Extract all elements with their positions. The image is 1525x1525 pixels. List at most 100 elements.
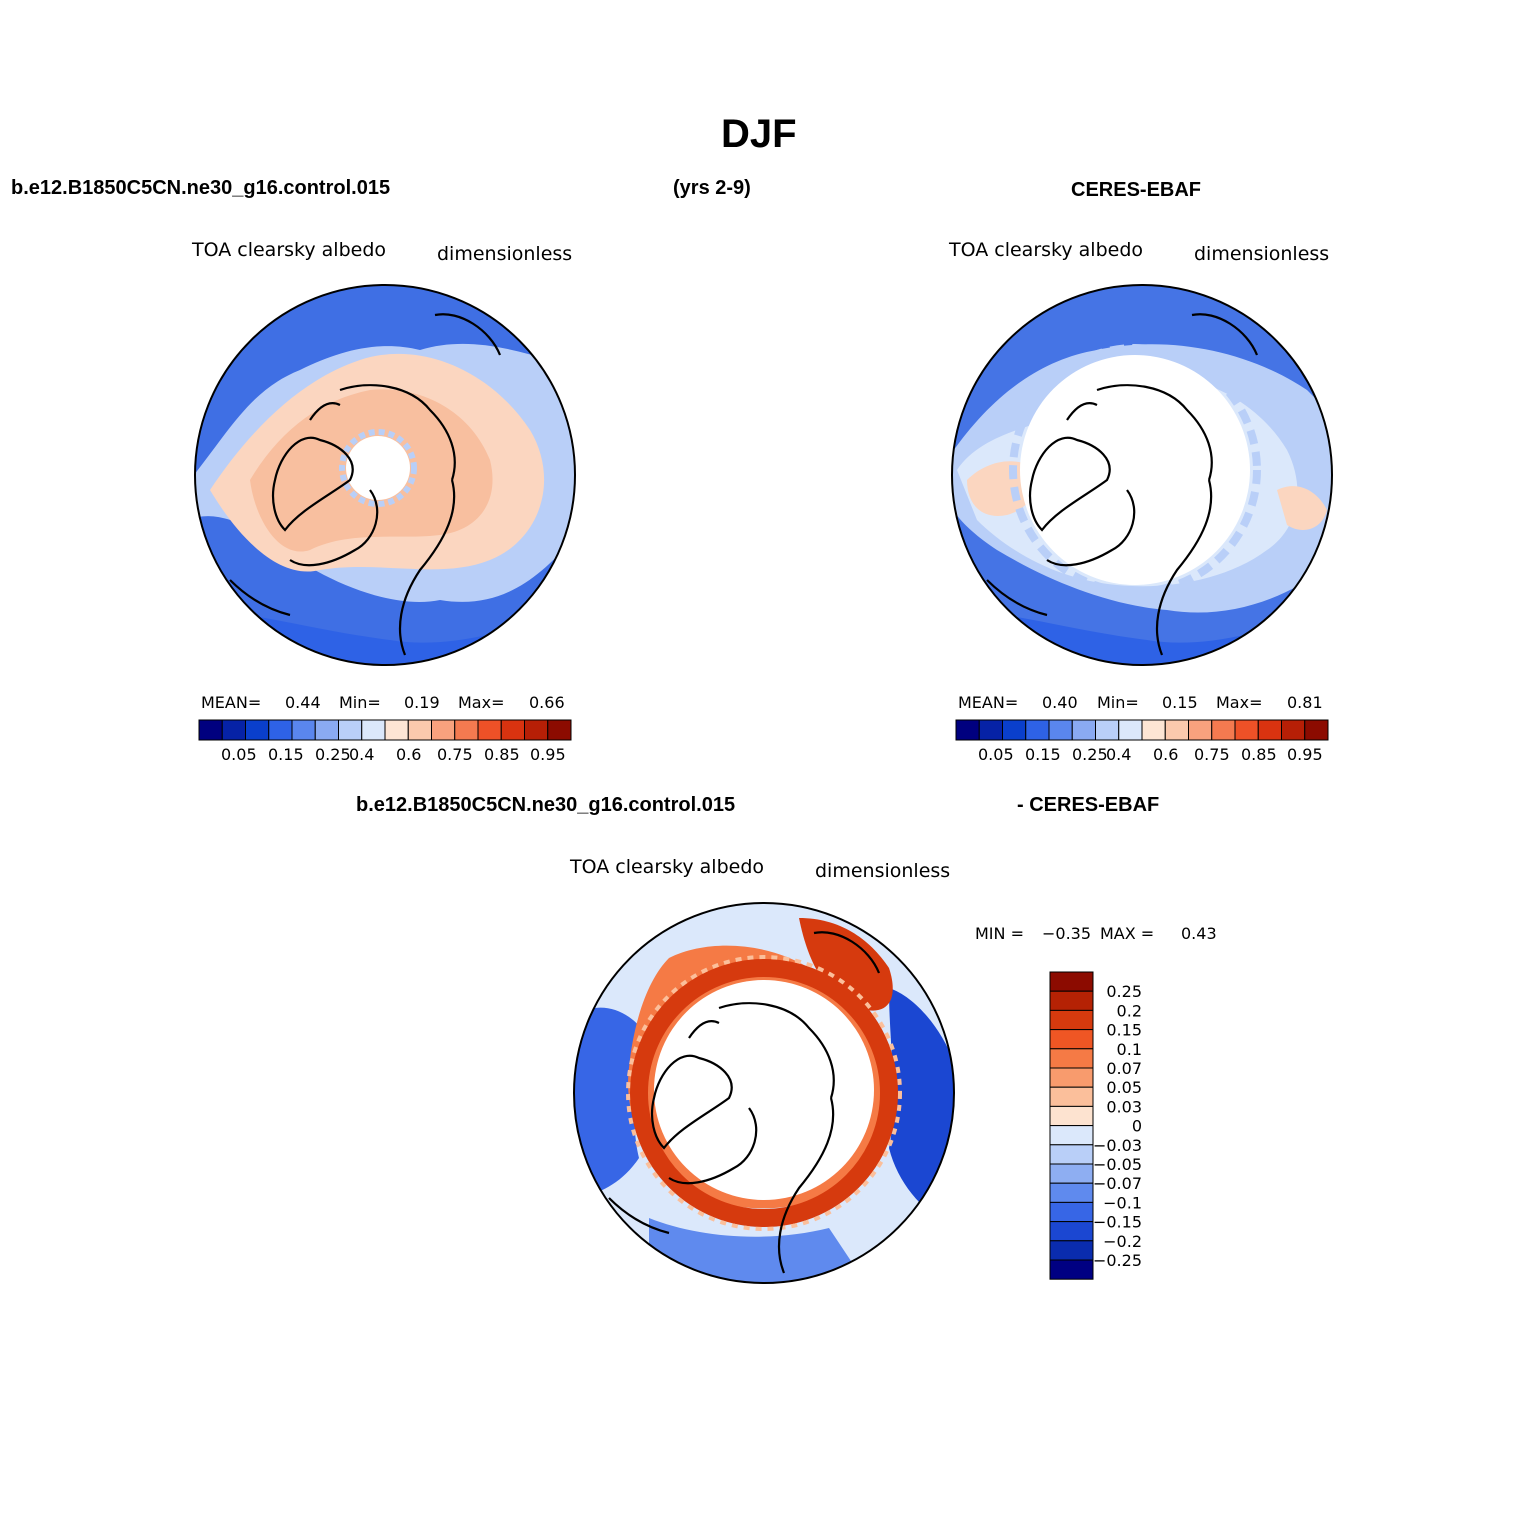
panel2-variable: TOA clearsky albedo [949, 239, 1143, 261]
colorbar-tick-label: 0.25 [1106, 982, 1142, 1001]
panel1-colorbar [198, 719, 572, 741]
cb1-label: 0.4 [349, 745, 375, 764]
colorbar-tick-label: −0.2 [1103, 1232, 1142, 1251]
colorbar-swatch [500, 719, 525, 741]
panel2-mean-label: MEAN= [958, 693, 1019, 712]
model-polar-map [194, 284, 576, 666]
colorbar-swatch [431, 719, 456, 741]
panel2-max-label: Max= [1216, 693, 1263, 712]
colorbar-swatch [1071, 719, 1096, 741]
colorbar-swatch [407, 719, 432, 741]
panel1-units: dimensionless [437, 243, 573, 265]
colorbar-swatch [268, 719, 293, 741]
colorbar-swatch [1049, 1125, 1094, 1146]
colorbar-tick-label: −0.07 [1093, 1174, 1142, 1193]
colorbar-swatch [198, 719, 223, 741]
panel1-mean-value: 0.44 [285, 693, 321, 712]
colorbar-swatch [524, 719, 549, 741]
panel2-min-value: 0.15 [1162, 693, 1198, 712]
colorbar-swatch [955, 719, 980, 741]
colorbar-swatch [1095, 719, 1120, 741]
colorbar-swatch [1049, 1240, 1094, 1261]
colorbar-swatch [1049, 1201, 1094, 1223]
colorbar-swatch [1141, 719, 1166, 741]
colorbar-swatch [1257, 719, 1282, 741]
colorbar-swatch [1304, 719, 1329, 741]
colorbar-swatch [454, 719, 479, 741]
cb2-label: 0.15 [1025, 745, 1061, 764]
diff-min-label: MIN = [975, 924, 1024, 943]
colorbar-swatch [338, 719, 363, 741]
colorbar-swatch [1049, 1259, 1094, 1280]
colorbar-tick-label: −0.25 [1093, 1251, 1142, 1270]
colorbar-swatch [1049, 1029, 1094, 1050]
colorbar-swatch [1002, 719, 1027, 741]
colorbar-swatch [1188, 719, 1213, 741]
cb2-label: 0.95 [1287, 745, 1323, 764]
obs-polar-map [951, 284, 1333, 666]
cb1-label: 0.75 [437, 745, 473, 764]
colorbar-swatch [361, 719, 386, 741]
diff-max-value: 0.43 [1181, 924, 1217, 943]
colorbar-swatch [1049, 1086, 1094, 1107]
colorbar-swatch [1049, 1221, 1094, 1242]
colorbar-swatch [978, 719, 1003, 741]
diff-units: dimensionless [815, 860, 951, 882]
panel1-min-value: 0.19 [404, 693, 440, 712]
panel1-min-label: Min= [339, 693, 381, 712]
colorbar-swatch [547, 719, 572, 741]
panel2-min-label: Min= [1097, 693, 1139, 712]
colorbar-tick-label: 0.03 [1106, 1097, 1142, 1116]
colorbar-tick-label: −0.05 [1093, 1155, 1142, 1174]
colorbar-tick-label: 0.15 [1106, 1021, 1142, 1040]
cb1-label: 0.6 [396, 745, 422, 764]
years-header: (yrs 2-9) [673, 177, 751, 199]
colorbar-swatch [1211, 719, 1236, 741]
colorbar-tick-label: 0.05 [1106, 1078, 1142, 1097]
colorbar-swatch [384, 719, 409, 741]
colorbar-swatch [1118, 719, 1143, 741]
colorbar-tick-label: 0.1 [1117, 1040, 1142, 1059]
colorbar-swatch [314, 719, 339, 741]
colorbar-swatch [291, 719, 316, 741]
obs-name-header: CERES-EBAF [1071, 179, 1202, 201]
colorbar-swatch [1049, 1105, 1094, 1127]
colorbar-swatch [1049, 1182, 1094, 1203]
colorbar-tick-label: 0 [1132, 1117, 1142, 1136]
cb1-label: 0.15 [268, 745, 304, 764]
page-title: DJF [721, 112, 797, 156]
cb1-label: 0.85 [484, 745, 520, 764]
diff-header-left: b.e12.B1850C5CN.ne30_g16.control.015 [356, 794, 736, 816]
panel1-colorbar-labels: 0.05 0.15 0.25 0.4 0.6 0.75 0.85 0.95 [198, 745, 572, 765]
colorbar-swatch [1164, 719, 1189, 741]
panel2-units: dimensionless [1194, 243, 1330, 265]
diff-max-label: MAX = [1100, 924, 1155, 943]
cb1-label: 0.25 [315, 745, 351, 764]
colorbar-swatch [1049, 1067, 1094, 1088]
cb2-label: 0.85 [1241, 745, 1277, 764]
colorbar-swatch [1049, 971, 1094, 992]
colorbar-swatch [1048, 719, 1073, 741]
cb2-label: 0.75 [1194, 745, 1230, 764]
case-name-header: b.e12.B1850C5CN.ne30_g16.control.015 [11, 177, 391, 199]
panel1-variable: TOA clearsky albedo [192, 239, 386, 261]
panel1-mean-label: MEAN= [201, 693, 262, 712]
cb2-label: 0.6 [1153, 745, 1179, 764]
colorbar-swatch [1049, 1163, 1094, 1184]
colorbar-swatch [245, 719, 270, 741]
diff-header-right: - CERES-EBAF [1017, 794, 1160, 816]
colorbar-tick-label: −0.1 [1103, 1193, 1142, 1212]
diff-variable: TOA clearsky albedo [570, 856, 764, 878]
colorbar-swatch [1049, 1009, 1094, 1031]
colorbar-tick-label: −0.03 [1093, 1136, 1142, 1155]
colorbar-swatch [1025, 719, 1050, 741]
panel2-colorbar-labels: 0.05 0.15 0.25 0.4 0.6 0.75 0.85 0.95 [955, 745, 1329, 765]
panel1-max-label: Max= [458, 693, 505, 712]
colorbar-tick-label: 0.2 [1117, 1001, 1142, 1020]
cb1-label: 0.05 [221, 745, 257, 764]
colorbar-swatch [477, 719, 502, 741]
diff-colorbar: 0.250.20.150.10.070.050.030−0.03−0.05−0.… [1049, 971, 1142, 1280]
colorbar-tick-label: 0.07 [1106, 1059, 1142, 1078]
panel1-max-value: 0.66 [529, 693, 565, 712]
panel2-mean-value: 0.40 [1042, 693, 1078, 712]
